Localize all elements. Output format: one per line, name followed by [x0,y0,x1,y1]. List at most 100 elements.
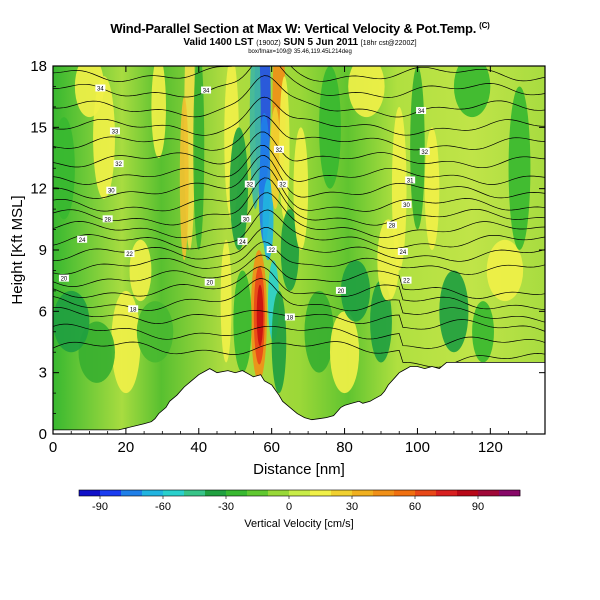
subtitle-rest: SUN 5 Jun 2011 [283,37,359,48]
y-tick-label: 18 [30,58,47,75]
contour-label: 24 [79,238,86,244]
isentrope-line [53,155,545,199]
contour-label-bg [241,215,252,223]
contour-label-bg [109,127,120,135]
y-tick-label: 9 [39,242,47,259]
y-axis-title: Height [Kft MSL] [9,195,26,304]
contour-label-bg [284,313,295,321]
isentrope-line [53,145,545,185]
contour-label: 20 [338,289,345,295]
velocity-patch [179,96,189,261]
velocity-patch [348,66,385,118]
velocity-patch [472,301,494,363]
isentrope-line [53,254,545,299]
colorbar-title: Vertical Velocity [cm/s] [244,518,353,530]
colorbar-swatch [184,490,206,496]
velocity-patch [293,127,309,250]
velocity-patch [74,66,105,118]
colorbar-swatch [352,490,374,496]
chart-title: Wind-Parallel Section at Max W: Vertical… [110,21,490,36]
colorbar-swatch [478,490,500,496]
isentrope-line [53,192,545,239]
velocity-patch [280,209,299,291]
velocity-patch [424,127,440,250]
contour-label-bg [124,250,135,258]
velocity-patch [262,178,274,261]
contour-label: 32 [421,150,428,156]
colorbar-label: 60 [409,501,421,513]
contour-label: 32 [246,183,253,189]
velocity-patch [508,86,531,250]
isentrope-line [53,241,545,275]
colorbar-swatch [310,490,332,496]
contour-label-bg [401,201,412,209]
chart-subtitle: Valid 1400 LST (1900Z) SUN 5 Jun 2011 [1… [0,37,600,48]
colorbar-label: -90 [92,501,108,513]
isentrope-line [53,266,545,310]
colorbar-swatch [226,490,248,496]
contour-label: 30 [403,203,410,209]
y-tick-label: 15 [30,119,47,136]
isentrope-line [53,306,545,332]
x-tick-label: 100 [405,439,430,456]
colorbar-label: -60 [155,501,171,513]
colorbar-label: 90 [472,501,484,513]
velocity-patch [136,301,174,363]
contour-label: 34 [418,109,425,115]
contour-label-bg [113,160,124,168]
colorbar-label: 30 [346,501,358,513]
y-tick-label: 12 [30,181,47,198]
colorbar-swatch [100,490,122,496]
colorbar-swatch [79,490,101,496]
x-tick-label: 20 [118,439,135,456]
isentrope-line [53,341,545,368]
velocity-patch [193,66,205,250]
contour-label-bg [405,176,416,184]
contour-label: 34 [203,89,210,95]
isentrope-line [53,75,545,118]
y-tick-label: 0 [39,426,47,443]
colorbar-swatch [436,490,458,496]
colorbar-swatch [163,490,185,496]
velocity-patch [304,290,334,373]
colorbar-swatch [331,490,353,496]
x-tick-label: 80 [336,439,353,456]
title-mark: (C) [479,21,490,30]
isentrope-line [53,66,545,82]
subtitle-small: (1900Z) [256,40,281,47]
contour-label: 20 [206,281,213,287]
isentrope-line [53,209,545,250]
velocity-patch [271,290,287,394]
contour-label: 22 [268,248,275,254]
contour-label: 32 [276,148,283,154]
contour-label-bg [277,180,288,188]
contour-label: 30 [243,217,250,223]
velocity-patch [53,117,75,220]
velocity-patch [319,66,341,189]
contour-label-bg [102,215,113,223]
contour-label: 32 [115,162,122,168]
velocity-patch [410,66,425,230]
contour-label-bg [237,237,248,245]
contour-label: 18 [287,315,294,321]
contour-label-bg [106,186,117,194]
y-tick-label: 6 [39,303,47,320]
contour-label-bg [244,180,255,188]
contour-label: 20 [61,277,68,283]
contour-label: 34 [97,86,104,92]
velocity-patch [329,311,360,394]
contour-label: 22 [403,279,410,285]
contour-label-bg [266,246,277,253]
colorbar-swatch [373,490,395,496]
colorbar-swatch [142,490,164,496]
velocity-patch [439,270,469,353]
isentrope-line [53,115,545,151]
contour-label: 24 [239,240,246,246]
contour-label-bg [335,286,346,294]
velocity-patch [78,321,115,383]
colorbar-swatch [247,490,269,496]
velocity-patch [340,260,371,322]
x-tick-label: 120 [478,439,503,456]
colorbar-swatch [268,490,290,496]
